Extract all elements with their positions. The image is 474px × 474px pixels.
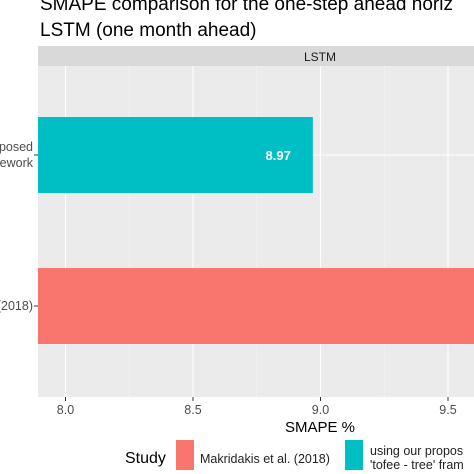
bar-data-label: 8.97 — [266, 148, 291, 163]
legend-key-makridakis — [176, 440, 194, 470]
x-tick-label: 8.0 — [57, 403, 74, 417]
chart-title: SMAPE comparison for the one-step ahead … — [40, 0, 453, 15]
bar — [38, 117, 313, 193]
legend-title: Study — [125, 450, 166, 467]
plot-panel — [38, 66, 474, 397]
legend-key-proposed — [345, 440, 363, 470]
y-tick-label: posed — [0, 140, 33, 154]
y-tick-label: (2018) — [0, 299, 33, 313]
facet-label: LSTM — [304, 50, 336, 64]
x-tick-label: 9.0 — [312, 403, 329, 417]
y-tick-label: ework — [0, 156, 34, 170]
x-axis-title: SMAPE % — [285, 419, 355, 436]
x-tick-label: 8.5 — [184, 403, 201, 417]
bar — [38, 268, 474, 344]
x-tick-label: 9.5 — [439, 403, 456, 417]
facet-strip — [38, 46, 474, 66]
legend-label-proposed: using our propos'tofee - tree' fram — [370, 444, 464, 472]
chart-subtitle: LSTM (one month ahead) — [40, 20, 257, 41]
legend-label-makridakis: Makridakis et al. (2018) — [200, 452, 330, 466]
